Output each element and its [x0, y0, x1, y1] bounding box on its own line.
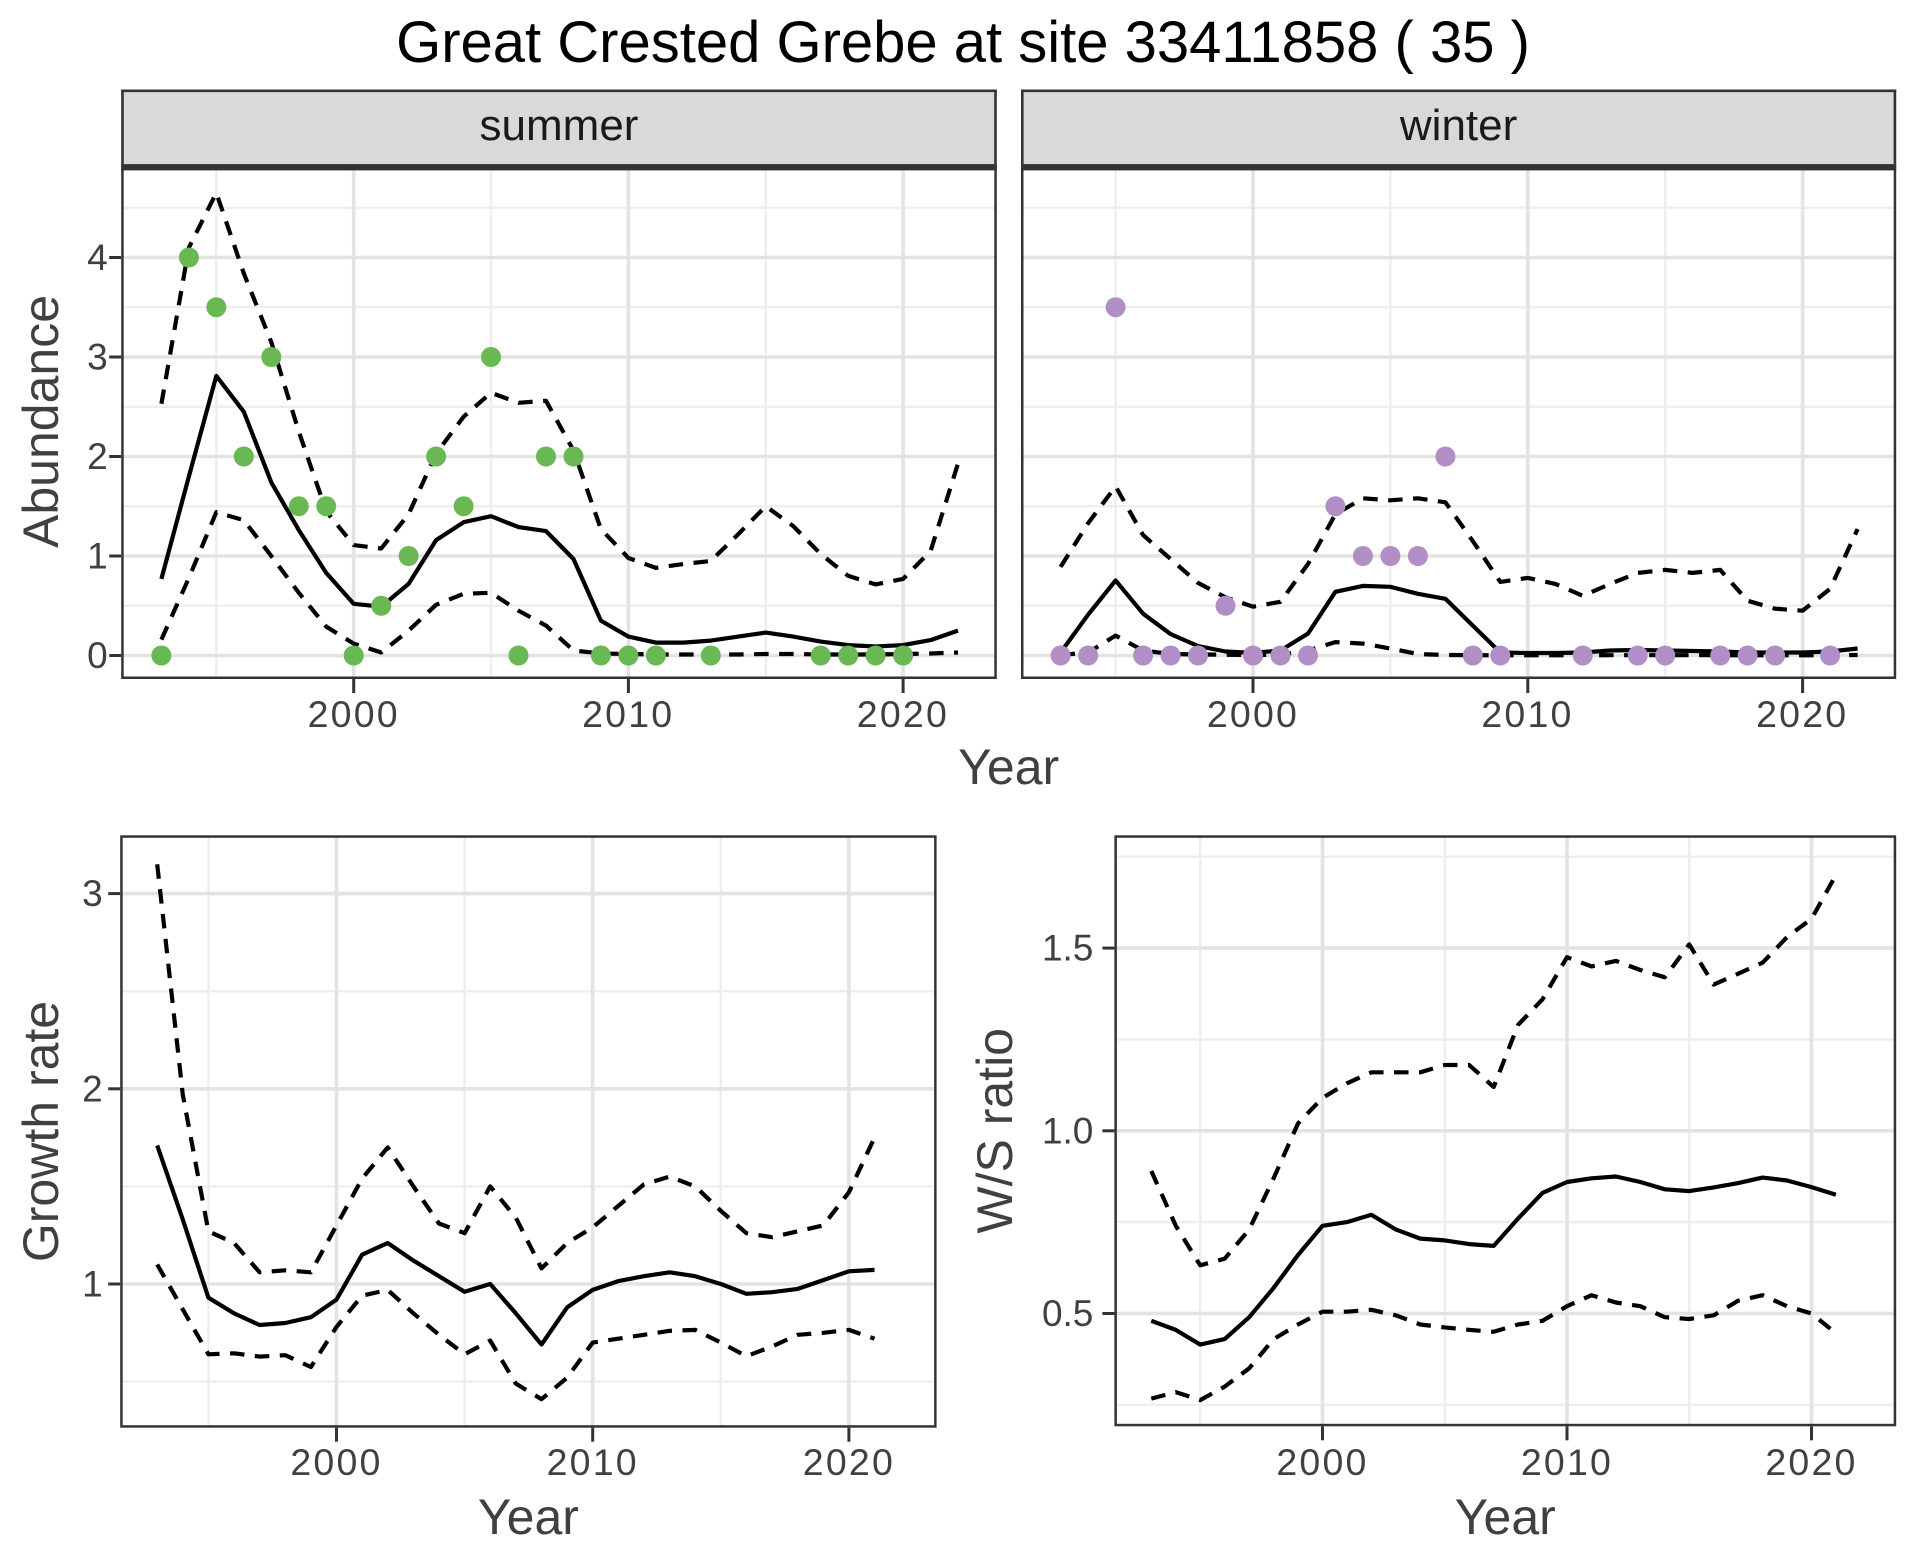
svg-text:Year: Year [958, 739, 1059, 795]
svg-text:2010: 2010 [1521, 1441, 1613, 1483]
svg-text:0: 0 [87, 635, 108, 676]
svg-text:3: 3 [87, 337, 108, 378]
svg-text:Great Crested Grebe at site 33: Great Crested Grebe at site 33411858 ( 3… [396, 10, 1530, 75]
svg-text:2020: 2020 [803, 1441, 895, 1483]
svg-text:2010: 2010 [582, 693, 674, 735]
svg-text:2000: 2000 [290, 1441, 382, 1483]
svg-text:W/S ratio: W/S ratio [967, 1028, 1023, 1234]
svg-text:Abundance: Abundance [13, 295, 69, 548]
svg-text:2000: 2000 [308, 693, 400, 735]
svg-text:2020: 2020 [1756, 693, 1848, 735]
svg-text:Year: Year [1455, 1489, 1556, 1545]
svg-text:Year: Year [478, 1489, 579, 1545]
svg-text:2000: 2000 [1276, 1441, 1368, 1483]
svg-text:4: 4 [87, 237, 108, 278]
svg-text:winter: winter [1399, 101, 1517, 150]
svg-text:1.5: 1.5 [1042, 928, 1093, 969]
svg-text:Growth rate: Growth rate [13, 1001, 69, 1262]
svg-text:2020: 2020 [857, 693, 949, 735]
svg-text:0.5: 0.5 [1042, 1293, 1093, 1334]
svg-text:2010: 2010 [547, 1441, 639, 1483]
svg-text:summer: summer [480, 101, 639, 150]
svg-text:1: 1 [82, 1264, 103, 1305]
svg-text:2: 2 [87, 436, 108, 477]
svg-text:2: 2 [82, 1068, 103, 1109]
svg-text:2010: 2010 [1481, 693, 1573, 735]
svg-text:2000: 2000 [1207, 693, 1299, 735]
svg-text:2020: 2020 [1765, 1441, 1857, 1483]
svg-text:3: 3 [82, 873, 103, 914]
svg-text:1: 1 [87, 536, 108, 577]
svg-text:1.0: 1.0 [1042, 1110, 1093, 1151]
